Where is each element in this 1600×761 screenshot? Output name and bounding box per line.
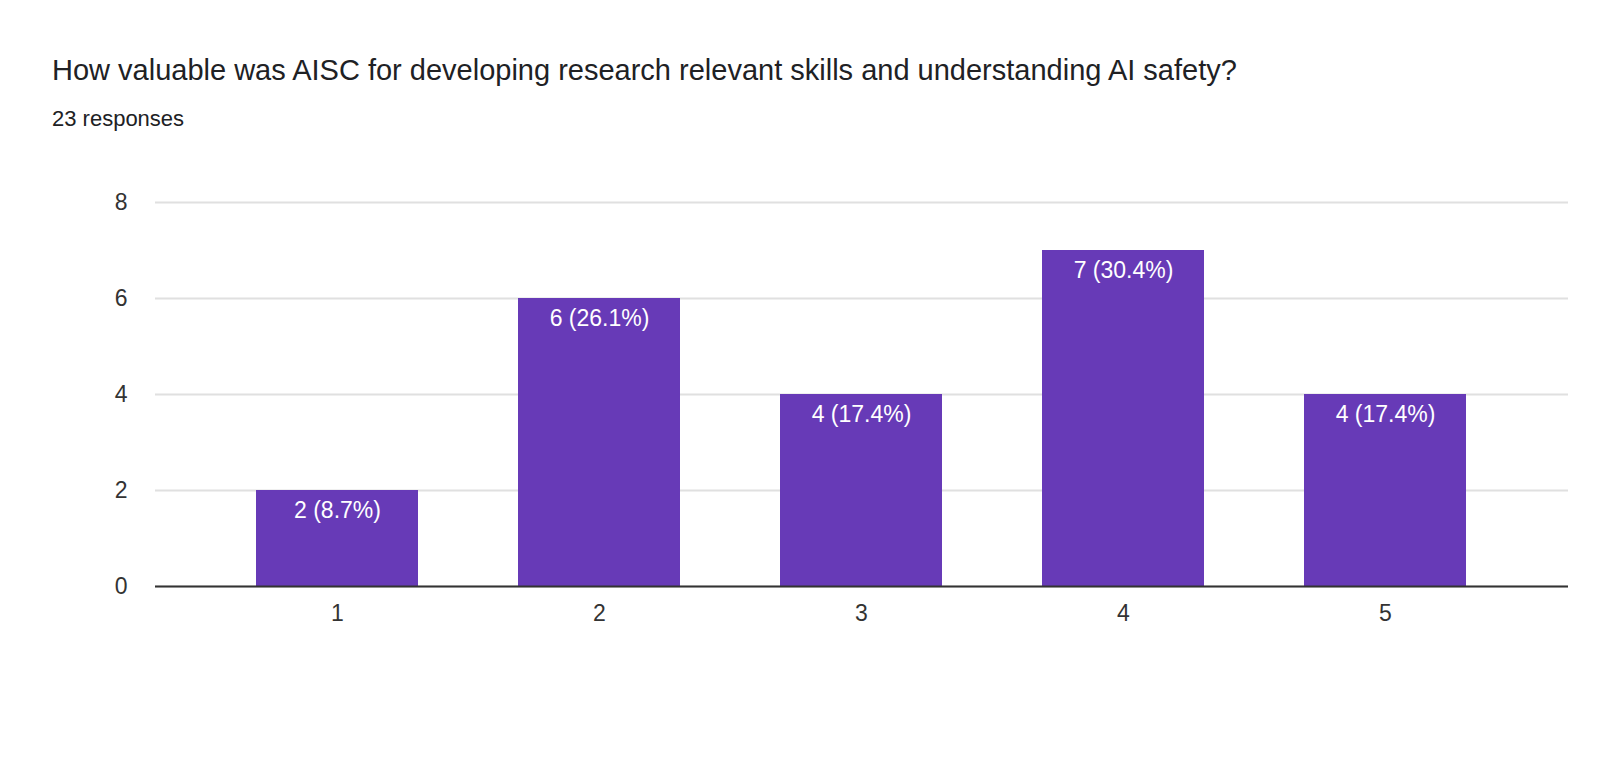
svg-text:6: 6 xyxy=(115,285,128,311)
html-text:23 responses: 23 responses xyxy=(52,106,185,131)
svg-text:6 (26.1%): 6 (26.1%) xyxy=(550,305,650,331)
svg-text:4 (17.4%): 4 (17.4%) xyxy=(1336,401,1436,427)
svg-text:3: 3 xyxy=(855,600,868,626)
svg-text:2 (8.7%): 2 (8.7%) xyxy=(294,497,381,523)
svg-text:2: 2 xyxy=(593,600,606,626)
svg-text:4 (17.4%): 4 (17.4%) xyxy=(812,401,912,427)
svg-text:2: 2 xyxy=(115,477,128,503)
svg-text:5: 5 xyxy=(1379,600,1392,626)
svg-text:7 (30.4%): 7 (30.4%) xyxy=(1074,257,1174,283)
svg-text:4: 4 xyxy=(115,381,128,407)
svg-text:1: 1 xyxy=(331,600,344,626)
svg-text:4: 4 xyxy=(1117,600,1130,626)
svg-text:0: 0 xyxy=(115,573,128,599)
svg-text:8: 8 xyxy=(115,189,128,215)
html-text:How valuable was AISC for deve: How valuable was AISC for developing res… xyxy=(52,54,1237,86)
